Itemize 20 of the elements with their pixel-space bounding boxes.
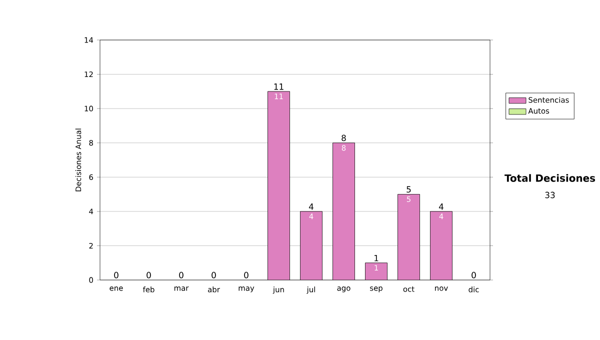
bar	[332, 142, 355, 280]
total-label: 5	[406, 186, 411, 193]
total-label: 0	[146, 272, 151, 278]
total-label: 8	[342, 134, 346, 142]
bar	[300, 211, 322, 280]
total-label: 0	[212, 272, 216, 278]
total-label: 4	[308, 204, 314, 210]
total-label: 4	[438, 204, 444, 210]
total-label: 0	[114, 272, 118, 278]
text: Total Decisiones	[504, 174, 596, 182]
total-label: 1	[374, 254, 378, 262]
bar	[398, 194, 420, 280]
total-label: 11	[274, 84, 284, 90]
text: 33	[545, 192, 555, 198]
bar	[365, 262, 388, 280]
total-label: 0	[472, 272, 476, 278]
bar	[430, 211, 452, 280]
total-label: 0	[244, 272, 248, 278]
bar	[268, 91, 290, 280]
total-label: 0	[179, 272, 184, 278]
